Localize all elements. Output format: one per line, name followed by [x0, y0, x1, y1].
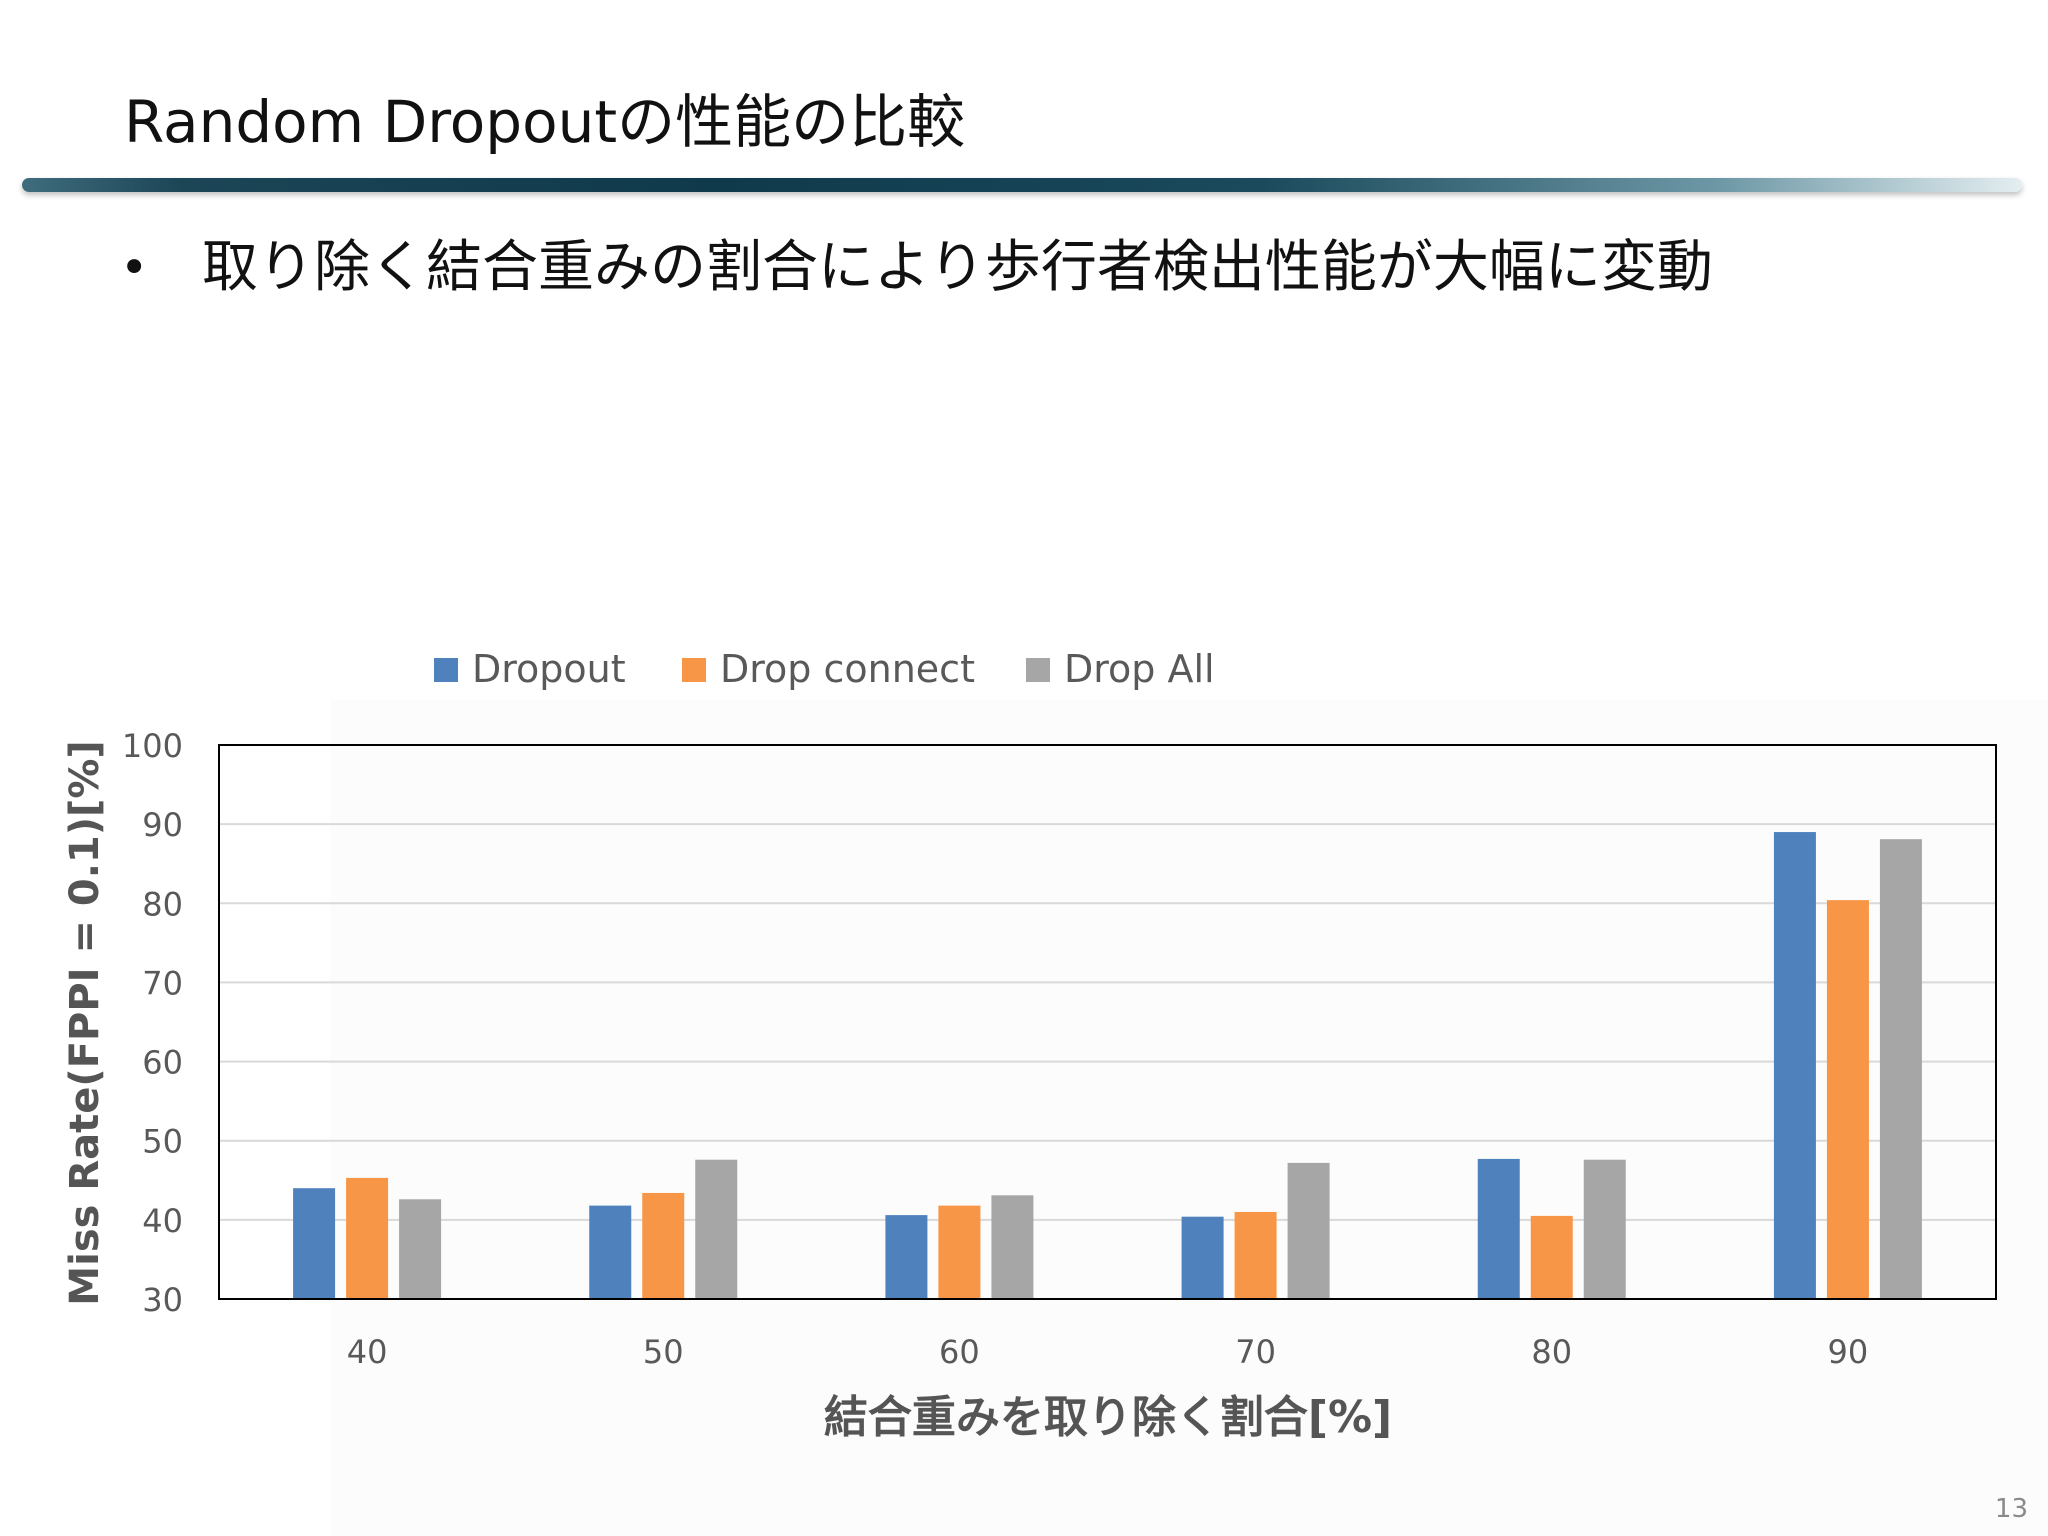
bars [293, 832, 1922, 1299]
y-tick-label: 30 [142, 1281, 183, 1319]
y-axis-ticks: 30 40 50 60 70 80 90 100 [122, 727, 183, 1319]
bar-dropout [1181, 1216, 1224, 1299]
slide-title: Random Dropoutの性能の比較 [124, 88, 966, 156]
bar-drop-all [695, 1159, 738, 1299]
bar-dropout [589, 1205, 632, 1299]
bullet-dot-icon: • [120, 240, 149, 296]
x-tick-label: 70 [1235, 1333, 1276, 1371]
y-tick-label: 50 [142, 1123, 183, 1161]
y-axis-label: Miss Rate(FPPI = 0.1)[%] [62, 740, 108, 1305]
bar-drop-all [1287, 1162, 1330, 1299]
x-tick-label: 40 [347, 1333, 388, 1371]
bar-drop-connect [1826, 900, 1869, 1299]
bar-drop-connect [1530, 1215, 1573, 1299]
bar-drop-all [991, 1195, 1034, 1299]
bar-drop-all [1583, 1159, 1626, 1299]
bar-drop-connect [938, 1205, 981, 1299]
chart-legend: Dropout Drop connect Drop All [434, 647, 1215, 691]
bar-dropout [1477, 1158, 1520, 1299]
x-tick-label: 50 [643, 1333, 684, 1371]
legend-label: Drop connect [720, 647, 975, 691]
plot-frame [218, 744, 1997, 1300]
x-tick-label: 60 [939, 1333, 980, 1371]
x-axis-label: 結合重みを取り除く割合[%] [824, 1392, 1392, 1443]
legend-swatch [434, 658, 458, 682]
legend-label: Drop All [1064, 647, 1215, 691]
bar-drop-connect [642, 1192, 685, 1299]
chart-area-background [330, 700, 2048, 1536]
y-tick-label: 40 [142, 1202, 183, 1240]
bar-dropout [885, 1215, 928, 1299]
bullet-text: 取り除く結合重みの割合により歩行者検出性能が大幅に変動 [202, 235, 1713, 300]
y-tick-label: 80 [142, 885, 183, 923]
page-number: 13 [1994, 1494, 2028, 1524]
bar-drop-connect [1234, 1211, 1277, 1299]
title-underline [22, 178, 2022, 192]
x-tick-label: 80 [1531, 1333, 1572, 1371]
bar-dropout [293, 1188, 336, 1299]
legend-label: Dropout [472, 647, 626, 691]
x-axis-ticks: 40 50 60 70 80 90 [347, 1333, 1869, 1371]
bar-drop-connect [346, 1177, 389, 1299]
y-tick-label: 100 [122, 727, 183, 765]
bar-drop-all [1879, 839, 1922, 1299]
gridlines [219, 823, 1996, 1221]
y-tick-label: 60 [142, 1044, 183, 1082]
y-tick-label: 90 [142, 806, 183, 844]
y-tick-label: 70 [142, 964, 183, 1002]
bar-dropout [1773, 832, 1816, 1299]
x-tick-label: 90 [1828, 1333, 1869, 1371]
legend-swatch [1026, 658, 1050, 682]
bar-drop-all [399, 1199, 442, 1299]
legend-swatch [682, 658, 706, 682]
